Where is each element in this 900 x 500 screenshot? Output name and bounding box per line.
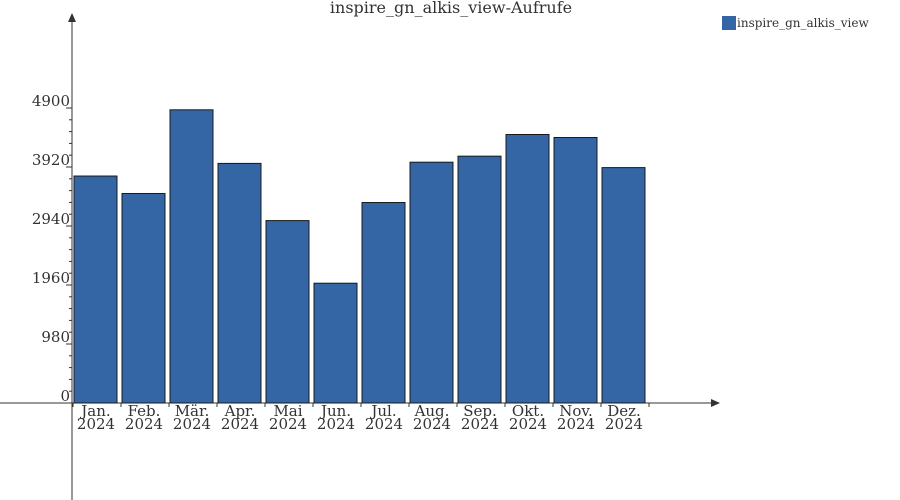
chart-title: inspire_gn_alkis_view-Aufrufe (330, 0, 572, 17)
x-tick-label-month: Jan. (79, 402, 110, 420)
bar-9 (505, 133, 550, 404)
bar-0 (73, 175, 118, 404)
x-tick-label-month: Jun. (319, 402, 351, 420)
x-tick-label-year: 2024 (509, 415, 547, 433)
bar-3 (217, 162, 262, 404)
x-tick-label-year: 2024 (461, 415, 499, 433)
bar-5 (313, 282, 358, 404)
y-axis-ticks: 0 980 1960 2940 3920 4900 (32, 92, 72, 405)
x-tick-label-month: Apr. (224, 402, 256, 420)
bar-8 (457, 155, 502, 404)
x-tick-label-month: Mai (273, 402, 302, 420)
y-axis-arrow (68, 13, 76, 22)
x-tick-label-year: 2024 (605, 415, 643, 433)
axes (0, 13, 720, 500)
legend: inspire_gn_alkis_view (722, 16, 869, 30)
x-tick-label-year: 2024 (173, 415, 211, 433)
y-tick-label: 2940 (32, 210, 70, 228)
legend-swatch (722, 16, 736, 30)
y-tick-label: 0 (60, 387, 70, 405)
bar-10 (553, 137, 598, 404)
bar-6 (361, 202, 406, 404)
x-tick-label-month: Mär. (175, 402, 210, 420)
x-axis-arrow (711, 399, 720, 407)
x-tick-label-month: Feb. (128, 402, 161, 420)
x-tick-label-year: 2024 (77, 415, 115, 433)
x-tick-label-month: Nov. (559, 402, 593, 420)
y-tick-label: 1960 (32, 269, 70, 287)
x-tick-label-month: Aug. (414, 402, 450, 420)
bar-2 (169, 109, 214, 404)
bars (73, 109, 646, 404)
x-tick-label-year: 2024 (221, 415, 259, 433)
y-tick-label: 3920 (32, 151, 70, 169)
y-tick-label: 4900 (32, 92, 70, 110)
bar-11 (601, 167, 646, 404)
x-tick-label-year: 2024 (413, 415, 451, 433)
bar-4 (265, 220, 310, 404)
bar-1 (121, 192, 166, 404)
x-tick-label-year: 2024 (557, 415, 595, 433)
legend-label: inspire_gn_alkis_view (737, 16, 869, 30)
x-tick-label-year: 2024 (269, 415, 307, 433)
x-tick-label-month: Jul. (369, 402, 396, 420)
x-axis-ticks: Jan.2024Feb.2024Mär.2024Apr.2024Mai2024J… (72, 402, 650, 433)
x-tick-label-month: Dez. (607, 402, 641, 420)
y-tick-label: 980 (41, 328, 70, 346)
bar-7 (409, 161, 454, 404)
x-tick-label-month: Okt. (512, 402, 544, 420)
x-tick-label-year: 2024 (125, 415, 163, 433)
x-tick-label-month: Sep. (463, 402, 497, 420)
x-tick-label-year: 2024 (365, 415, 403, 433)
x-tick-label-year: 2024 (317, 415, 355, 433)
